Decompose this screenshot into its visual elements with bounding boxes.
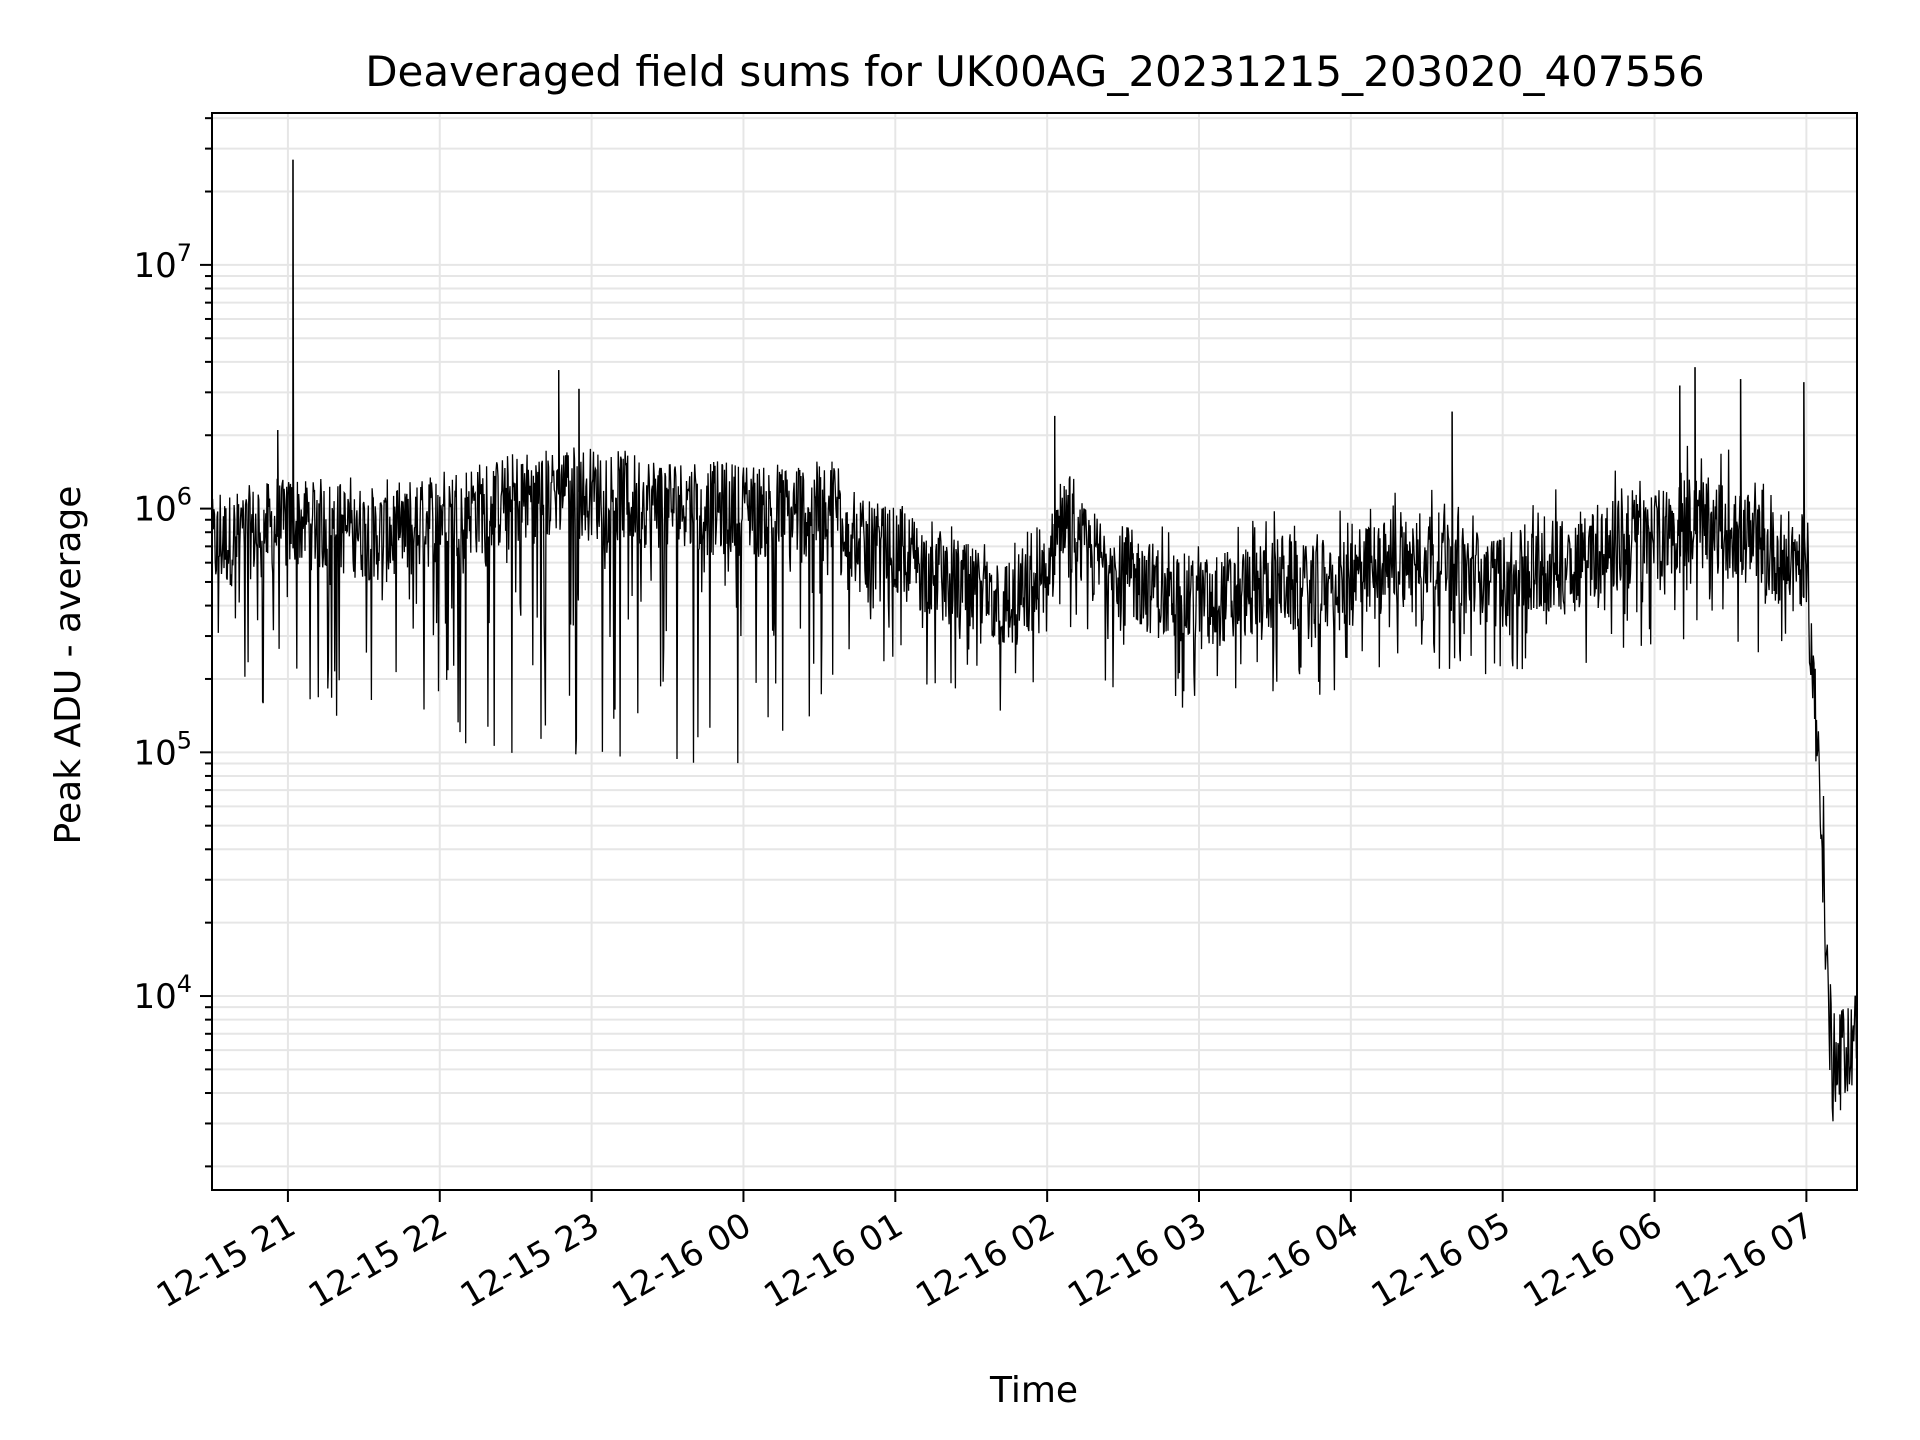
y-tick-label: 107: [133, 239, 192, 286]
y-tick-label: 104: [133, 970, 192, 1017]
y-axis: 104 105 106 107: [133, 117, 212, 1168]
y-tick-label: 106: [133, 483, 192, 530]
y-tick-label: 105: [133, 726, 192, 773]
series-line: [211, 159, 1858, 1122]
plot-frame: [211, 112, 1858, 1191]
chart-title: Deaveraged field sums for UK00AG_2023121…: [365, 47, 1705, 96]
y-axis-label: Peak ADU - average: [48, 486, 89, 845]
x-axis-label: Time: [989, 1370, 1078, 1411]
series-group: [211, 159, 1858, 1122]
